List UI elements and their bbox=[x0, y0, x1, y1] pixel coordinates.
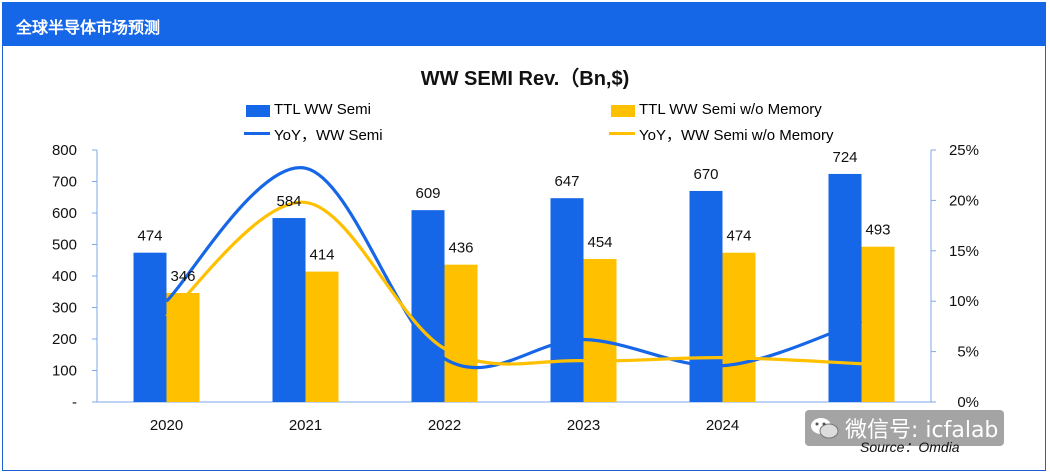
x-axis-tick-label: 2024 bbox=[706, 417, 739, 434]
data-label-ttl-semi-wo-memory: 474 bbox=[726, 228, 751, 245]
source-note: Source：Omdia bbox=[860, 439, 960, 455]
bar-ttl-semi bbox=[411, 210, 445, 402]
legend-swatch-ttl-semi-wo-memory bbox=[611, 105, 635, 117]
legend-label-ttl-semi-wo-memory: TTL WW Semi w/o Memory bbox=[639, 101, 822, 118]
data-label-ttl-semi-wo-memory: 454 bbox=[587, 234, 612, 251]
line-yoy-semi bbox=[165, 166, 862, 370]
left-axis-tick-label: 400 bbox=[52, 268, 77, 285]
legend-swatch-ttl-semi bbox=[246, 105, 270, 117]
bar-ttl-semi bbox=[689, 190, 723, 402]
bar-ttl-semi-wo-memory bbox=[166, 293, 200, 402]
right-axis-tick-label: 25% bbox=[949, 142, 979, 159]
right-axis-tick-label: 5% bbox=[957, 344, 979, 361]
data-label-ttl-semi: 474 bbox=[137, 228, 162, 245]
bar-ttl-semi bbox=[828, 173, 862, 402]
legend-swatch-yoy-semi-wo-memory bbox=[609, 132, 635, 135]
left-axis-tick-label: 600 bbox=[52, 205, 77, 222]
left-axis-tick-label: 100 bbox=[52, 363, 77, 380]
right-axis-tick-label: 10% bbox=[949, 293, 979, 310]
bar-ttl-semi-wo-memory bbox=[722, 252, 756, 402]
right-axis-tick-label: 20% bbox=[949, 192, 979, 209]
bar-ttl-semi-wo-memory bbox=[444, 264, 478, 402]
legend-label-ttl-semi: TTL WW Semi bbox=[274, 101, 371, 118]
left-axis-tick-label: - bbox=[72, 394, 77, 411]
bar-ttl-semi bbox=[272, 218, 306, 402]
header-title: 全球半导体市场预测 bbox=[16, 18, 161, 37]
right-axis-tick-label: 15% bbox=[949, 243, 979, 260]
left-axis-tick-label: 300 bbox=[52, 300, 77, 317]
data-label-ttl-semi-wo-memory: 493 bbox=[865, 222, 890, 239]
data-label-ttl-semi: 670 bbox=[693, 166, 718, 183]
bar-ttl-semi-wo-memory bbox=[583, 258, 617, 402]
data-label-ttl-semi: 584 bbox=[276, 193, 301, 210]
x-axis-tick-label: 2023 bbox=[567, 417, 600, 434]
right-axis-tick-label: 0% bbox=[957, 394, 979, 411]
data-label-ttl-semi-wo-memory: 346 bbox=[170, 268, 195, 285]
wechat-icon bbox=[809, 416, 839, 440]
data-label-ttl-semi: 647 bbox=[554, 173, 579, 190]
bar-ttl-semi bbox=[550, 198, 584, 402]
data-label-ttl-semi-wo-memory: 414 bbox=[309, 247, 334, 264]
bar-ttl-semi bbox=[133, 252, 167, 402]
watermark: 微信号: icfalab bbox=[805, 410, 1005, 446]
legend-swatch-yoy-semi bbox=[244, 132, 270, 135]
left-axis-tick-label: 700 bbox=[52, 174, 77, 191]
left-axis-tick-label: 800 bbox=[52, 142, 77, 159]
left-axis-tick-label: 200 bbox=[52, 331, 77, 348]
left-axis-tick-label: 500 bbox=[52, 237, 77, 254]
legend-label-yoy-semi-wo-memory: YoY，WW Semi w/o Memory bbox=[639, 127, 834, 144]
bar-ttl-semi-wo-memory bbox=[305, 271, 339, 402]
x-axis-tick-label: 2020 bbox=[150, 417, 183, 434]
chart-title: WW SEMI Rev.（Bn,$) bbox=[420, 68, 630, 90]
data-label-ttl-semi: 609 bbox=[415, 185, 440, 202]
bar-ttl-semi-wo-memory bbox=[861, 246, 895, 402]
watermark-text: 微信号: icfalab bbox=[845, 418, 999, 443]
x-axis-tick-label: 2021 bbox=[289, 417, 322, 434]
line-yoy-semi-wo-memory bbox=[165, 200, 862, 366]
legend-label-yoy-semi: YoY，WW Semi bbox=[274, 127, 383, 144]
header-bar: 全球半导体市场预测 bbox=[2, 2, 1046, 46]
data-label-ttl-semi: 724 bbox=[832, 149, 857, 166]
x-axis-tick-label: 2022 bbox=[428, 417, 461, 434]
data-label-ttl-semi-wo-memory: 436 bbox=[448, 240, 473, 257]
